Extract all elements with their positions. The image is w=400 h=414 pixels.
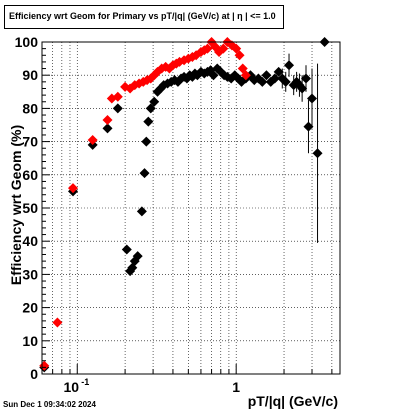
- chart-title: Efficiency wrt Geom for Primary vs pT/|q…: [9, 11, 276, 21]
- black-point: [307, 93, 318, 104]
- red-point: [67, 183, 78, 194]
- black-point: [273, 66, 284, 77]
- y-tick-label: 40: [22, 233, 38, 249]
- red-point: [202, 43, 213, 54]
- black-point: [112, 103, 123, 114]
- black-point: [136, 206, 147, 217]
- plot-frame: [41, 41, 341, 375]
- black-point: [208, 70, 219, 81]
- y-axis-label: Efficiency wrt Geom (%): [8, 125, 24, 285]
- y-tick-label: 60: [22, 167, 38, 183]
- y-tick-label: 100: [15, 34, 39, 50]
- x-tick-label: 10: [63, 379, 79, 395]
- y-tick-label: 50: [22, 200, 38, 216]
- y-tick-label: 0: [30, 366, 38, 382]
- black-point: [145, 103, 156, 114]
- red-point: [231, 43, 242, 54]
- grid-layer: [41, 41, 340, 375]
- x-tick-label-exponent: -1: [81, 377, 89, 387]
- timestamp: Sun Dec 1 09:34:02 2024: [3, 400, 96, 409]
- black-point: [139, 168, 150, 179]
- red-point: [240, 70, 251, 81]
- red-point: [234, 50, 245, 61]
- y-tick-label: 70: [22, 134, 38, 150]
- black-point: [284, 60, 295, 71]
- black-point: [303, 121, 314, 132]
- x-axis-label: pT/|q| (GeV/c): [248, 393, 338, 409]
- red-point: [112, 91, 123, 102]
- red-point: [156, 63, 167, 74]
- black-series: [39, 37, 330, 373]
- black-point: [141, 136, 152, 147]
- y-tick-label: 80: [22, 100, 38, 116]
- y-tick-label: 20: [22, 300, 38, 316]
- red-point: [39, 360, 50, 371]
- red-point: [52, 317, 63, 328]
- black-point: [280, 76, 291, 87]
- black-point: [269, 73, 280, 84]
- black-point: [301, 73, 312, 84]
- black-point: [132, 251, 143, 262]
- black-point: [121, 244, 132, 255]
- y-tick-label: 30: [22, 266, 38, 282]
- x-tick-label: 1: [232, 379, 240, 395]
- black-point: [261, 70, 272, 81]
- black-point: [149, 96, 160, 107]
- y-tick-label: 10: [22, 333, 38, 349]
- title-box: Efficiency wrt Geom for Primary vs pT/|q…: [4, 5, 284, 29]
- black-point: [102, 123, 113, 134]
- black-point: [257, 76, 268, 87]
- black-point: [297, 83, 308, 94]
- red-point: [102, 115, 113, 126]
- red-point: [164, 63, 175, 74]
- red-point: [87, 134, 98, 145]
- y-tick-label: 90: [22, 67, 38, 83]
- red-series: [39, 37, 251, 371]
- black-point: [312, 148, 323, 159]
- red-point: [218, 43, 229, 54]
- black-point: [143, 116, 154, 127]
